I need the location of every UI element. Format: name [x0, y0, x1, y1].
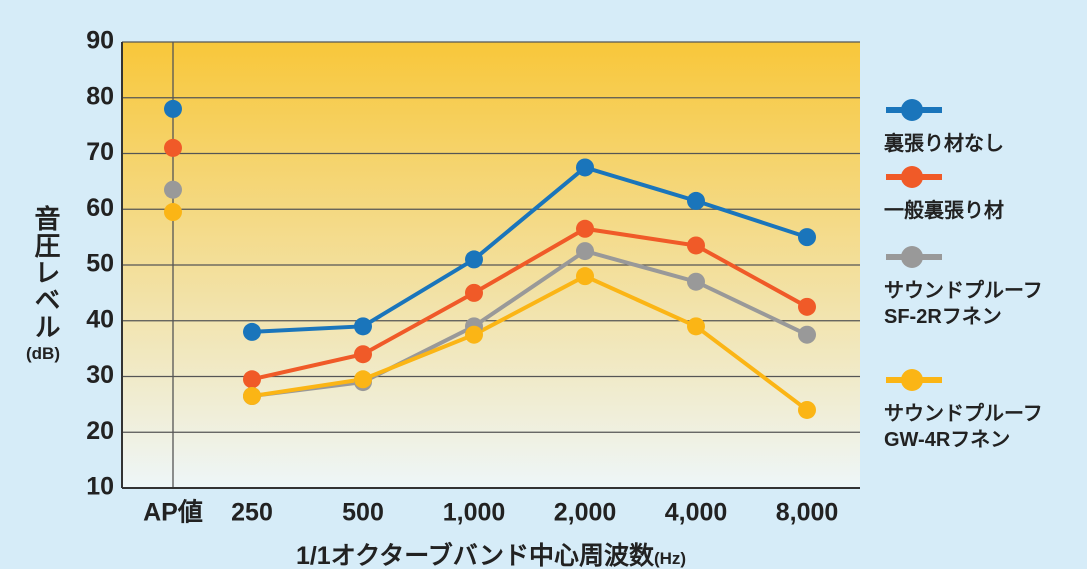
legend-label: サウンドプルーフ GW-4Rフネン: [884, 403, 1043, 451]
data-point: [798, 228, 816, 247]
series-line: [251, 273, 809, 412]
data-point: [243, 322, 261, 341]
y-tick-label: 80: [86, 82, 114, 110]
legend-dot: [901, 369, 923, 391]
x-tick-label: 4,000: [665, 499, 728, 527]
x-unit: (Hz): [653, 549, 687, 568]
data-point: [243, 387, 261, 406]
x-tick-label: 2,000: [554, 499, 617, 527]
y-unit: (dB): [26, 344, 60, 363]
data-point: [687, 317, 705, 336]
legend-swatch: [886, 246, 942, 268]
x-tick-label: 250: [231, 499, 273, 527]
x-tick-label: 1,000: [443, 499, 506, 527]
y-tick-label: 50: [86, 250, 114, 278]
data-point: [576, 242, 594, 261]
legend-swatch: [886, 166, 942, 188]
legend-dot: [901, 166, 923, 188]
legend-dot: [901, 246, 923, 268]
series-line: [251, 165, 808, 334]
legend-label: 裏張り材なし: [884, 133, 1004, 155]
legend-item: サウンドプルーフ GW-4Rフネン: [884, 368, 1084, 453]
legend-item: 裏張り材なし: [884, 98, 1084, 157]
series-line: [251, 248, 808, 398]
data-point: [465, 325, 483, 344]
legend-label: 一般裏張り材: [884, 200, 1004, 222]
legend-item: サウンドプルーフ SF-2Rフネン: [884, 245, 1084, 330]
legend-swatch: [886, 369, 942, 391]
x-tick-label: 8,000: [776, 499, 839, 527]
y-tick-label: 40: [86, 305, 114, 333]
data-point: [465, 283, 483, 302]
data-point: [687, 236, 705, 255]
data-point: [576, 267, 594, 286]
x-tick-label: AP値: [143, 499, 203, 527]
data-point: [576, 219, 594, 238]
x-label-text: 1/1オクターブバンド中心周波数: [295, 542, 654, 569]
data-point: [164, 180, 182, 199]
y-tick-label: 30: [86, 361, 114, 389]
data-point: [354, 370, 372, 389]
data-point: [798, 297, 816, 316]
data-point: [798, 325, 816, 344]
data-point: [243, 370, 261, 389]
data-point: [354, 345, 372, 364]
y-tick-label: 60: [86, 194, 114, 222]
data-point: [164, 138, 182, 157]
legend-item: 一般裏張り材: [884, 165, 1084, 224]
y-tick-label: 90: [86, 27, 114, 55]
data-point: [354, 317, 372, 336]
data-point: [164, 203, 182, 222]
x-label: 1/1オクターブバンド中心周波数(Hz): [0, 536, 982, 569]
series-line: [251, 226, 808, 382]
y-tick-label: 20: [86, 417, 114, 445]
data-point: [687, 272, 705, 291]
legend-label: サウンドプルーフ SF-2Rフネン: [884, 280, 1043, 328]
data-point: [164, 99, 182, 118]
data-point: [687, 191, 705, 210]
legend-swatch: [886, 99, 942, 121]
x-tick-label: 500: [342, 499, 384, 527]
data-point: [465, 250, 483, 269]
y-tick-label: 10: [86, 473, 114, 501]
y-tick-label: 70: [86, 138, 114, 166]
data-point: [798, 400, 816, 419]
data-point: [576, 158, 594, 177]
legend-dot: [901, 99, 923, 121]
y-label: 音圧レベル: [31, 205, 61, 340]
